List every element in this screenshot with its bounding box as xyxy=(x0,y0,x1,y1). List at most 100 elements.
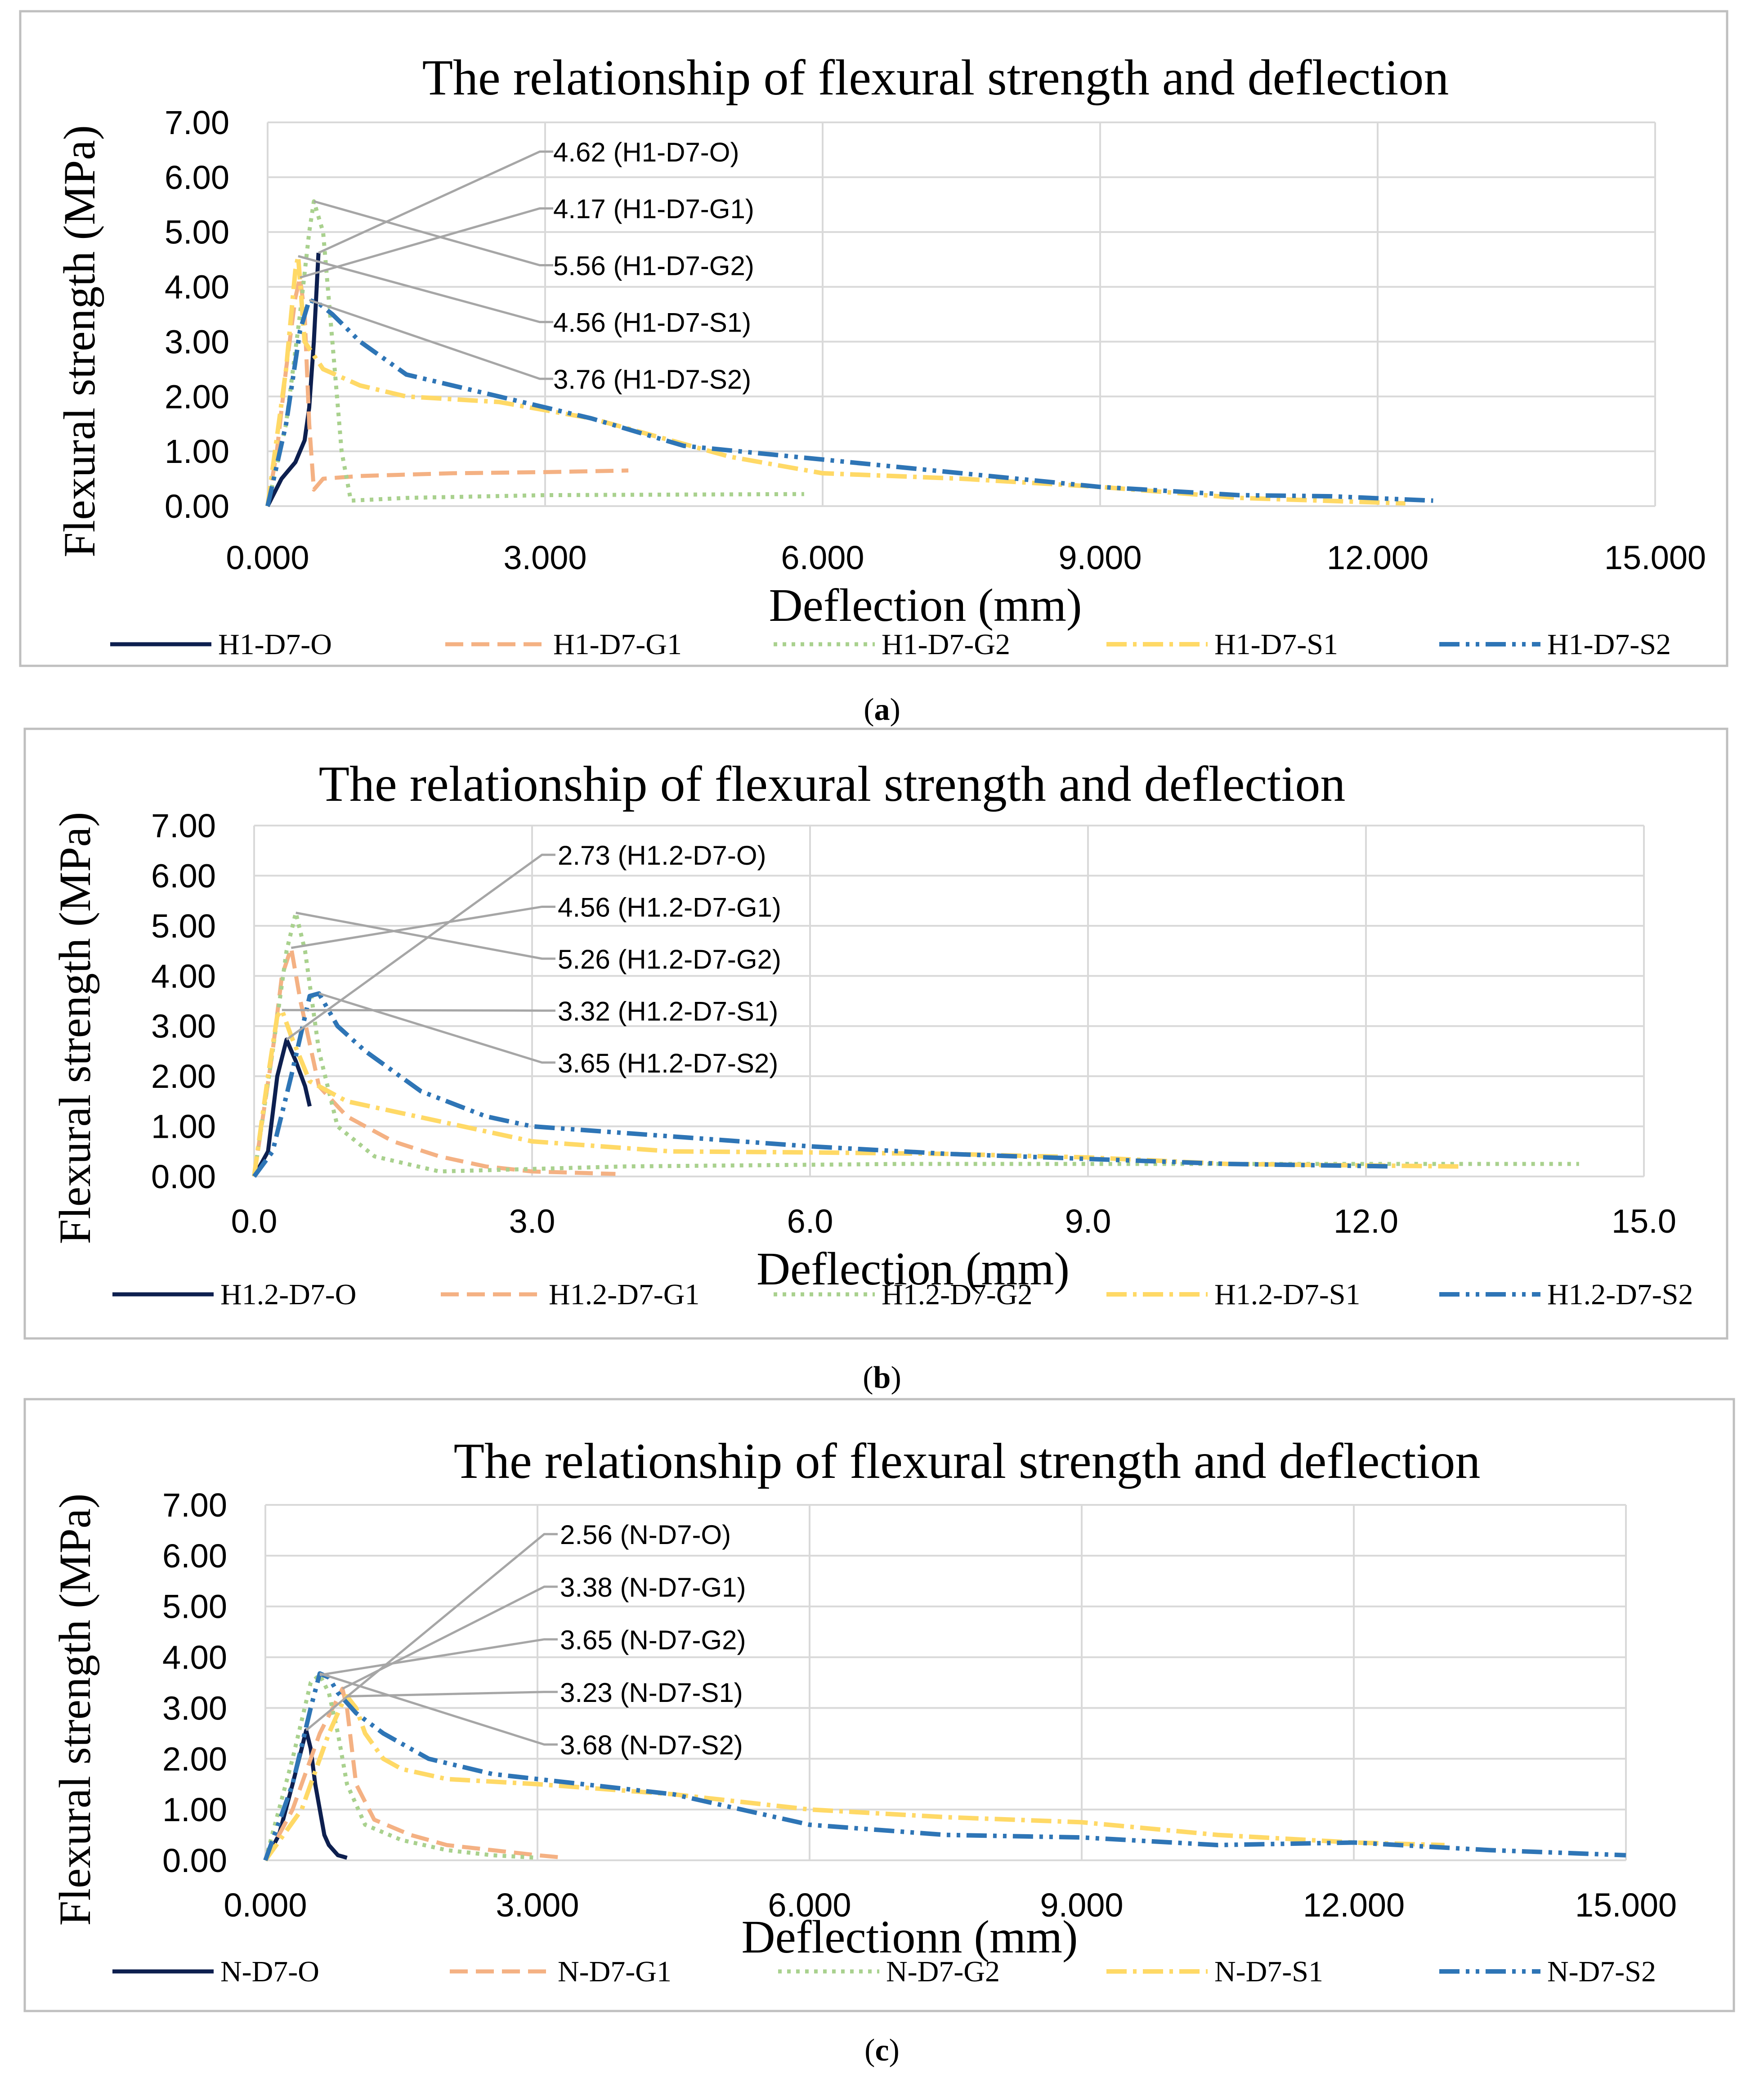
chart-panel-c: The relationship of flexural strength an… xyxy=(23,1398,1735,2068)
legend-label: N-D7-G1 xyxy=(558,1955,672,1988)
y-tick-label: 6.00 xyxy=(165,159,229,196)
legend-label: H1-D7-G1 xyxy=(553,628,682,661)
callout-leader-line xyxy=(286,853,555,1041)
y-tick-label: 3.00 xyxy=(162,1689,227,1727)
data-callout-label: 5.26 (H1.2-D7-G2) xyxy=(558,944,781,974)
data-callout-label: 4.62 (H1-D7-O) xyxy=(553,137,739,167)
x-tick-label: 0.000 xyxy=(226,539,309,576)
series-line-H1-D7-S2 xyxy=(265,297,1433,507)
y-tick-label: 3.00 xyxy=(165,323,229,360)
y-axis-title: Flexural strength (MPa) xyxy=(50,812,100,1244)
data-callout-label: 2.56 (N-D7-O) xyxy=(560,1520,731,1550)
x-tick-label: 3.000 xyxy=(496,1886,579,1924)
y-tick-label: 1.00 xyxy=(165,433,229,470)
data-callout-label: 3.32 (H1.2-D7-S1) xyxy=(558,996,778,1026)
x-tick-label: 0.0 xyxy=(231,1203,278,1240)
y-tick-label: 7.00 xyxy=(165,104,229,141)
y-tick-label: 6.00 xyxy=(151,857,216,894)
chart-panel-b: The relationship of flexural strength an… xyxy=(23,727,1728,1395)
legend-label: N-D7-O xyxy=(220,1955,319,1988)
data-callout-label: 3.65 (H1.2-D7-S2) xyxy=(558,1048,778,1078)
x-axis-title: Deflection (mm) xyxy=(769,579,1082,631)
data-callout-label: 3.65 (N-D7-G2) xyxy=(560,1625,746,1655)
callout-leader-line xyxy=(313,200,553,266)
x-tick-label: 0.000 xyxy=(224,1886,307,1924)
x-tick-label: 9.0 xyxy=(1065,1203,1111,1240)
series-line-N-D7-O xyxy=(264,1728,348,1862)
chart-title: The relationship of flexural strength an… xyxy=(422,50,1449,106)
callout-leader-line xyxy=(319,1672,558,1746)
legend-label: H1-D7-S1 xyxy=(1214,628,1338,661)
y-tick-label: 1.00 xyxy=(151,1108,216,1145)
callout-leader-line xyxy=(309,299,553,380)
legend-label: N-D7-S2 xyxy=(1547,1955,1656,1988)
legend-label: H1.2-D7-S1 xyxy=(1214,1278,1361,1311)
series-line-N-D7-S1 xyxy=(263,1694,1445,1862)
series-line-N-D7-G1 xyxy=(264,1687,565,1862)
callout-leader-line xyxy=(291,905,555,949)
data-callout-label: 2.73 (H1.2-D7-O) xyxy=(558,840,766,871)
y-tick-label: 5.00 xyxy=(165,214,229,251)
callout-leader-line xyxy=(347,1691,558,1697)
y-tick-label: 7.00 xyxy=(151,807,216,844)
x-tick-label: 9.000 xyxy=(1040,1886,1123,1924)
panel-caption-letter: b xyxy=(873,1360,891,1395)
y-tick-label: 0.00 xyxy=(162,1842,227,1879)
legend-label: N-D7-S1 xyxy=(1214,1955,1323,1988)
y-tick-label: 7.00 xyxy=(162,1486,227,1524)
series-line-H1.2-D7-G2 xyxy=(252,911,1579,1177)
y-axis-title: Flexural strength (MPa) xyxy=(50,1494,100,1926)
series-line-H1-D7-O xyxy=(265,252,321,507)
y-tick-label: 4.00 xyxy=(151,957,216,995)
callout-leader-line xyxy=(342,1585,558,1690)
data-callout-label: 5.56 (H1-D7-G2) xyxy=(553,251,754,281)
y-tick-label: 2.00 xyxy=(162,1740,227,1778)
y-tick-label: 0.00 xyxy=(165,488,229,525)
panel-caption: (b) xyxy=(863,1360,901,1395)
y-tick-label: 4.00 xyxy=(165,269,229,306)
callout-leader-line xyxy=(318,150,553,254)
x-tick-label: 12.0 xyxy=(1334,1203,1398,1240)
series-line-H1.2-D7-S2 xyxy=(252,991,1394,1178)
y-tick-label: 6.00 xyxy=(162,1537,227,1575)
legend-label: H1.2-D7-O xyxy=(220,1278,356,1311)
y-tick-label: 5.00 xyxy=(151,907,216,945)
x-tick-label: 6.000 xyxy=(781,539,864,576)
y-tick-label: 4.00 xyxy=(162,1639,227,1676)
callout-leader-line xyxy=(318,992,555,1064)
x-tick-label: 6.0 xyxy=(787,1203,833,1240)
panel-caption-letter: c xyxy=(875,2033,889,2068)
callout-leader-line xyxy=(319,1638,558,1676)
series-line-H1.2-D7-S1 xyxy=(252,1008,1459,1177)
y-tick-label: 1.00 xyxy=(162,1791,227,1828)
y-tick-label: 2.00 xyxy=(151,1058,216,1095)
legend-label: H1.2-D7-G2 xyxy=(882,1278,1032,1311)
x-tick-label: 15.000 xyxy=(1604,539,1706,576)
y-axis-title: Flexural strength (MPa) xyxy=(54,125,104,557)
panel-caption: (a) xyxy=(864,692,900,727)
y-tick-label: 0.00 xyxy=(151,1158,216,1195)
legend-label: H1.2-D7-S2 xyxy=(1547,1278,1693,1311)
legend-label: H1.2-D7-G1 xyxy=(549,1278,699,1311)
legend-label: H1-D7-S2 xyxy=(1547,628,1671,661)
y-tick-label: 3.00 xyxy=(151,1008,216,1045)
callout-leader-line xyxy=(295,911,555,960)
data-callout-label: 3.76 (H1-D7-S2) xyxy=(553,364,751,395)
legend-label: H1-D7-G2 xyxy=(882,628,1010,661)
x-tick-label: 15.000 xyxy=(1575,1886,1677,1924)
callout-leader-line xyxy=(298,255,553,323)
chart-title: The relationship of flexural strength an… xyxy=(319,756,1346,812)
data-callout-label: 4.17 (H1-D7-G1) xyxy=(553,194,754,224)
x-tick-label: 3.000 xyxy=(503,539,587,576)
data-callout-label: 3.68 (N-D7-S2) xyxy=(560,1730,743,1760)
y-tick-label: 5.00 xyxy=(162,1588,227,1625)
data-callout-label: 4.56 (H1-D7-S1) xyxy=(553,308,751,338)
y-tick-label: 2.00 xyxy=(165,378,229,415)
x-tick-label: 12.000 xyxy=(1303,1886,1405,1924)
data-callout-label: 3.38 (N-D7-G1) xyxy=(560,1572,746,1603)
x-tick-label: 3.0 xyxy=(509,1203,555,1240)
chart-title: The relationship of flexural strength an… xyxy=(454,1433,1481,1489)
x-tick-label: 9.000 xyxy=(1058,539,1142,576)
chart-panel-a: The relationship of flexural strength an… xyxy=(19,10,1728,727)
